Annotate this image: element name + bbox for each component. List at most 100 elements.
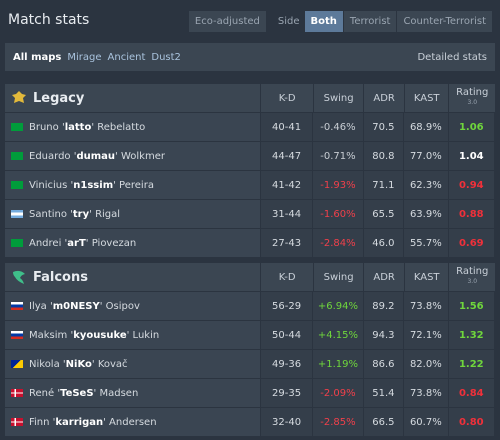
- player-cell: Eduardo ' dumau ' Wolkmer: [5, 142, 260, 170]
- swing: -2.85%: [313, 408, 363, 436]
- player-name[interactable]: ' Piovezan: [85, 237, 137, 249]
- swing: -1.60%: [313, 200, 363, 228]
- adr: 71.1: [363, 171, 404, 199]
- kast: 77.0%: [404, 142, 448, 170]
- player-name[interactable]: Santino ': [29, 208, 73, 220]
- player-nick[interactable]: try: [72, 208, 90, 220]
- player-name[interactable]: ' Osipov: [99, 300, 140, 312]
- player-nick[interactable]: m0NESY: [52, 300, 100, 312]
- column-header: K-D: [260, 263, 312, 291]
- adr: 51.4: [363, 379, 404, 407]
- player-row: Eduardo ' dumau ' Wolkmer 44-47 -0.71% 80.8 77…: [5, 142, 495, 170]
- player-name[interactable]: ' Madsen: [93, 387, 139, 399]
- player-name[interactable]: Bruno ': [29, 121, 65, 133]
- rating: 0.88: [448, 200, 494, 228]
- flag: [11, 239, 23, 247]
- player-name[interactable]: Ilya ': [29, 300, 53, 312]
- player-name[interactable]: Nikola ': [29, 358, 66, 370]
- player-nick[interactable]: NiKo: [65, 358, 92, 370]
- team-table: Falcons K-D Swing ADR KAST Rating 3.0 Ilya ' m0N…: [5, 263, 495, 437]
- side-button[interactable]: Both: [304, 11, 343, 32]
- map-tab[interactable]: Ancient: [107, 51, 146, 63]
- kd: 32-40: [260, 408, 313, 436]
- rating-label: Rating: [456, 87, 489, 98]
- player-name[interactable]: Eduardo ': [29, 150, 77, 162]
- rating-version: 3.0: [467, 99, 478, 106]
- player-nick[interactable]: arT: [67, 237, 86, 249]
- player-nick[interactable]: dumau: [76, 150, 116, 162]
- kd: 41-42: [260, 171, 313, 199]
- swing: +1.19%: [313, 350, 363, 378]
- player-nick[interactable]: n1ssim: [73, 179, 114, 191]
- kd: 56-29: [260, 292, 313, 320]
- column-header: Swing: [312, 84, 363, 112]
- column-header: K-D: [260, 84, 312, 112]
- side-button[interactable]: Terrorist: [343, 11, 397, 32]
- player-name[interactable]: ' Rigal: [89, 208, 121, 220]
- kd: 29-35: [260, 379, 313, 407]
- player-nick[interactable]: karrigan: [55, 416, 104, 428]
- flag: [11, 302, 23, 310]
- player-name[interactable]: ' Andersen: [103, 416, 157, 428]
- flag: [11, 389, 23, 397]
- player-name[interactable]: Finn ': [29, 416, 56, 428]
- player-name[interactable]: ' Rebelatto: [91, 121, 146, 133]
- player-name[interactable]: Vinicius ': [29, 179, 74, 191]
- player-nick[interactable]: TeSeS: [60, 387, 94, 399]
- adr: 89.2: [363, 292, 404, 320]
- flag: [11, 360, 23, 368]
- map-tab[interactable]: All maps: [13, 51, 62, 63]
- kd: 50-44: [260, 321, 313, 349]
- player-row: Bruno ' latto ' Rebelatto 40-41 -0.46% 70.5 68…: [5, 113, 495, 141]
- rating: 1.06: [448, 113, 494, 141]
- player-name[interactable]: ' Kovač: [91, 358, 128, 370]
- team-name: Legacy: [33, 90, 85, 106]
- detailed-stats-link[interactable]: Detailed stats: [417, 51, 487, 63]
- player-row: Vinicius ' n1ssim ' Pereira 41-42 -1.93% 71.1…: [5, 171, 495, 199]
- column-header: ADR: [363, 84, 404, 112]
- kast: 82.0%: [404, 350, 448, 378]
- kast: 68.9%: [404, 113, 448, 141]
- player-nick[interactable]: latto: [64, 121, 92, 133]
- side-label: Side: [277, 16, 300, 27]
- rating: 1.04: [448, 142, 494, 170]
- kd: 40-41: [260, 113, 313, 141]
- eco-button[interactable]: Eco-adjusted: [188, 11, 266, 32]
- kast: 72.1%: [404, 321, 448, 349]
- player-cell: Santino ' try ' Rigal: [5, 200, 260, 228]
- rating: 0.69: [448, 229, 494, 257]
- kd: 31-44: [260, 200, 313, 228]
- player-nick[interactable]: kyousuke: [73, 329, 127, 341]
- team-name-cell: Falcons: [5, 263, 260, 291]
- side-button[interactable]: Counter-Terrorist: [397, 11, 492, 32]
- player-cell: Nikola ' NiKo ' Kovač: [5, 350, 260, 378]
- column-header: KAST: [403, 263, 449, 291]
- player-cell: Finn ' karrigan ' Andersen: [5, 408, 260, 436]
- player-row: Maksim ' kyousuke ' Lukin 50-44 +4.15% 94.3 72…: [5, 321, 495, 349]
- column-header: Rating 3.0: [448, 263, 495, 291]
- player-name[interactable]: Maksim ': [29, 329, 74, 341]
- player-cell: Ilya ' m0NESY ' Osipov: [5, 292, 260, 320]
- player-row: Andrei ' arT ' Piovezan 27-43 -2.84% 46.0 55.7…: [5, 229, 495, 257]
- player-name[interactable]: ' Pereira: [113, 179, 154, 191]
- map-tab[interactable]: Dust2: [151, 51, 181, 63]
- player-row: Santino ' try ' Rigal 31-44 -1.60% 65.5 63.9% 0…: [5, 200, 495, 228]
- flag: [11, 152, 23, 160]
- player-cell: Bruno ' latto ' Rebelatto: [5, 113, 260, 141]
- player-name[interactable]: Andrei ': [29, 237, 68, 249]
- map-tab[interactable]: Mirage: [67, 51, 102, 63]
- player-name[interactable]: René ': [29, 387, 61, 399]
- swing: +4.15%: [313, 321, 363, 349]
- swing: -1.93%: [313, 171, 363, 199]
- player-name[interactable]: ' Wolkmer: [115, 150, 165, 162]
- kast: 55.7%: [404, 229, 448, 257]
- adr: 65.5: [363, 200, 404, 228]
- player-name[interactable]: ' Lukin: [126, 329, 160, 341]
- column-header: Swing: [312, 263, 363, 291]
- flag: [11, 418, 23, 426]
- rating: 1.32: [448, 321, 494, 349]
- rating: 0.94: [448, 171, 494, 199]
- adr: 66.5: [363, 408, 404, 436]
- adr: 94.3: [363, 321, 404, 349]
